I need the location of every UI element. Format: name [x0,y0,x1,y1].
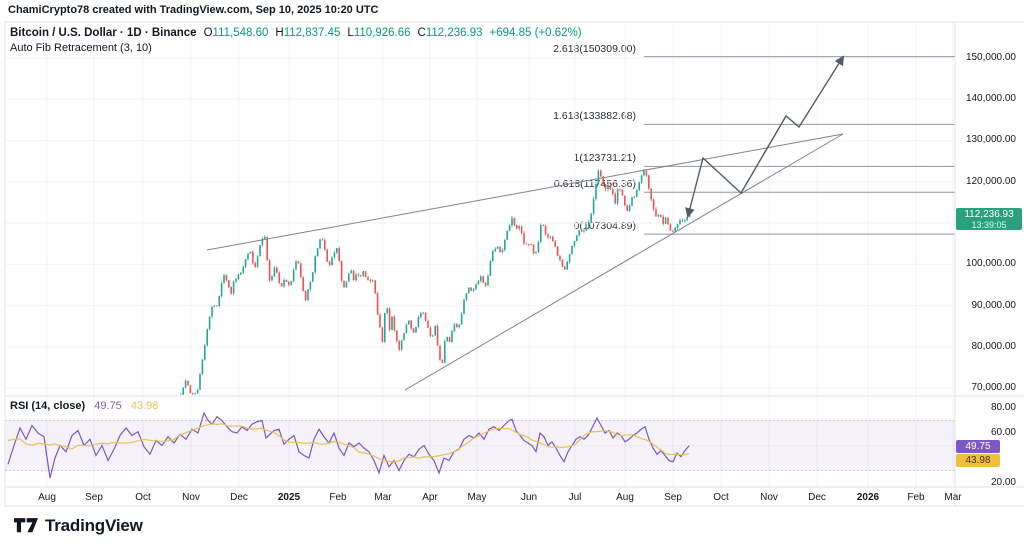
time-axis-label: Aug [616,492,634,503]
ohlc-key: H [275,27,284,39]
rsi-value-badge: 49.75 [956,440,1000,453]
time-axis-label: Mar [374,492,392,503]
time-axis-label: Jun [520,492,538,503]
price-axis-label: 130,000.00 [965,134,1016,146]
rsi-current-value: 49.75 [94,400,122,412]
time-axis-label: Aug [38,492,56,503]
indicator-legend[interactable]: Auto Fib Retracement (3, 10) [10,42,152,54]
price-axis[interactable]: 150,000.00 140,000.00 130,000.00 120,000.00… [955,22,1024,396]
symbol-title[interactable]: Bitcoin / U.S. Dollar · 1D · Binance [10,27,197,39]
fib-level-label: 1.618(133882.68) [553,110,636,123]
rsi-ma-value-badge: 43.98 [956,454,1000,467]
last-price-value: 112,236.93 [964,209,1014,220]
time-axis-label: Oct [135,492,151,503]
tradingview-logo-text: TradingView [45,515,143,535]
change-value: +694.85 (+0.62%) [489,27,582,39]
time-axis-label: 2026 [856,492,880,503]
time-axis-label: Sep [85,492,103,503]
price-axis-label: 120,000.00 [965,175,1016,187]
credit-text: ChamiCrypto78 created with TradingView.c… [8,4,379,16]
symbol-legend: Bitcoin / U.S. Dollar · 1D · Binance O111… [10,27,582,39]
time-axis-label: Apr [422,492,438,503]
rsi-title[interactable]: RSI (14, close) [10,400,86,412]
ohlc-key: O [203,27,213,39]
fib-level-label: 0.618(117456.36) [553,178,636,191]
rsi-axis-label: 60.00 [990,427,1016,438]
time-axis[interactable]: Aug Sep Oct Nov Dec 2025 Feb Mar Apr May Jun Jul Aug… [0,487,1024,506]
rsi-legend: RSI (14, close) 49.75 43.98 [10,400,158,412]
bar-countdown: 13:39:05 [971,220,1007,230]
price-axis-label: 140,000.00 [965,93,1016,105]
time-axis-label: Feb [329,492,347,503]
ohlc-value: 111,548.60 [212,27,269,39]
ohlc-value: 110,926.66 [353,27,411,39]
ohlc-values: O111,548.60 H112,837.45 L110,926.66 C112,23… [197,27,483,39]
time-axis-label: Oct [713,492,729,503]
price-axis-label: 90,000.00 [971,299,1017,311]
price-axis-label: 70,000.00 [971,382,1017,394]
rsi-axis[interactable]: 80.00 60.00 20.00 [955,396,1024,488]
time-axis-label: Nov [760,492,778,503]
time-axis-label: Nov [182,492,200,503]
time-axis-label: Dec [230,492,248,503]
ohlc-value: 112,236.93 [425,27,483,39]
time-axis-label: Feb [907,492,925,503]
ohlc-key: L [347,27,354,39]
time-axis-label: Jul [568,492,582,503]
time-axis-label: May [467,492,487,503]
price-axis-label: 80,000.00 [971,340,1017,352]
ohlc-key: C [417,27,426,39]
fib-level-label: 1(123731.21) [573,152,636,165]
rsi-ma-current-value: 43.98 [130,400,159,412]
rsi-axis-label: 80.00 [990,402,1016,413]
rsi-axis-label: 20.00 [990,477,1016,488]
time-axis-label: Dec [808,492,826,503]
tradingview-logo[interactable]: TradingView [14,515,143,536]
price-axis-label: 150,000.00 [965,51,1016,63]
price-axis-label: 100,000.00 [965,258,1016,270]
time-axis-label: Sep [664,492,682,503]
tradingview-logo-icon [14,518,38,533]
ohlc-value: 112,837.45 [283,27,341,39]
time-axis-label: Mar [944,492,962,503]
time-axis-label: 2025 [277,492,301,503]
fib-level-label: 2.618(150309.00) [553,42,636,55]
last-price-badge: 112,236.93 13:39:05 [956,208,1022,230]
